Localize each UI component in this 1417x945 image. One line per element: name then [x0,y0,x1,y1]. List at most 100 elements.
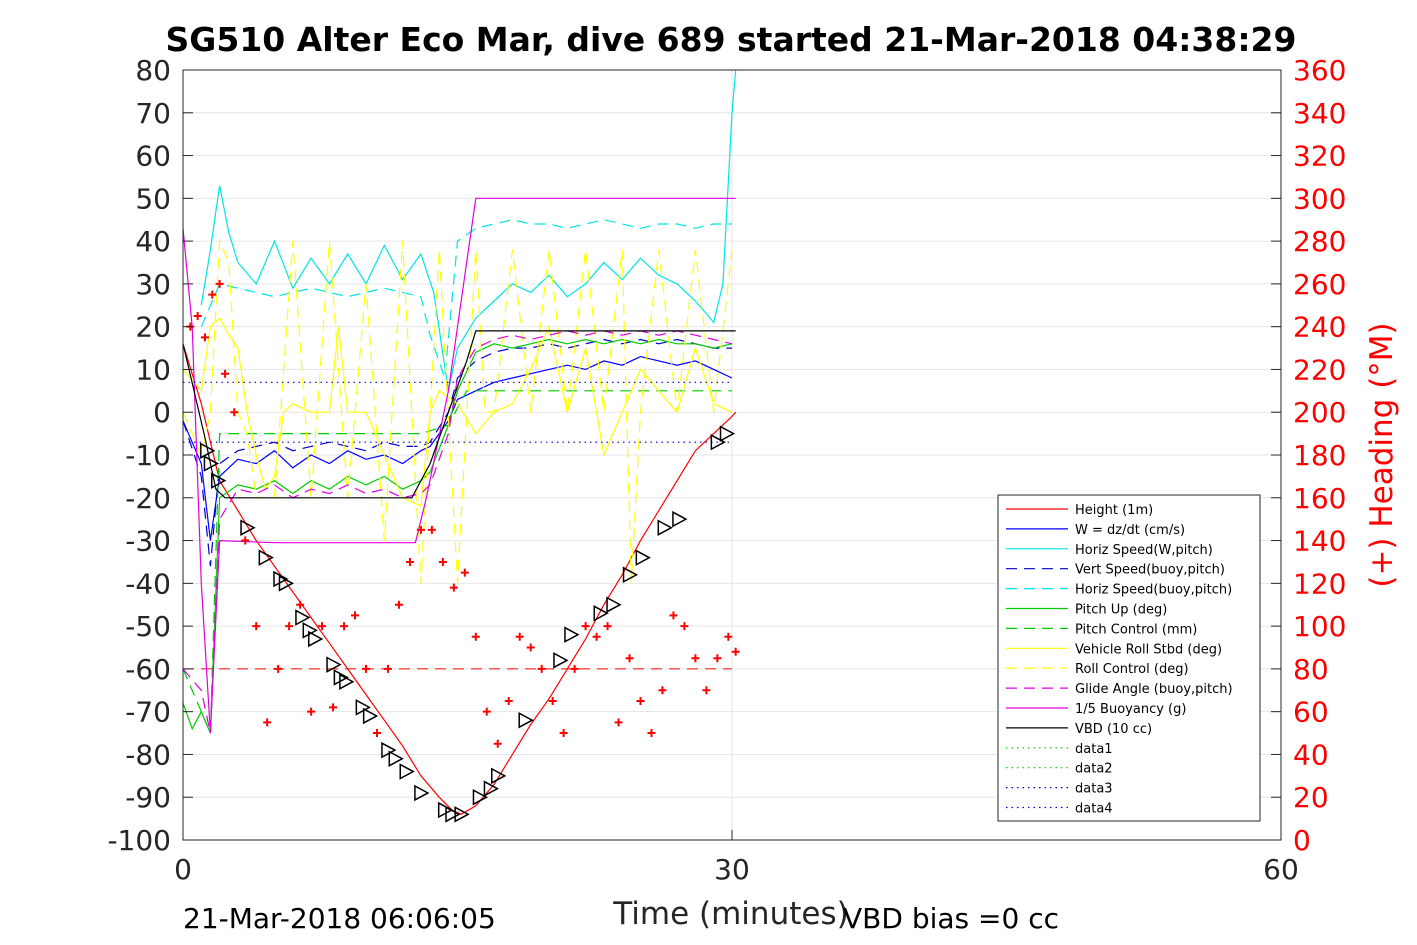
height-marker [399,763,415,780]
heading-point [416,525,425,534]
heading-point [221,369,230,378]
legend-label-7: Pitch Control (mm) [1075,622,1197,637]
heading-point [731,647,740,656]
heading-point [713,654,722,663]
height-marker [564,626,580,643]
heading-point [702,686,711,695]
heading-point [383,664,392,673]
heading-point [526,643,535,652]
height-marker [295,609,311,626]
height-markers [200,425,736,823]
heading-point [263,718,272,727]
heading-point [296,600,305,609]
x-tick-label: 0 [174,853,192,886]
height-marker [414,784,430,802]
footer-vbd-bias: VBD bias =0 cc [843,902,1059,935]
height-marker [339,673,355,690]
heading-point [482,707,491,716]
height-marker [719,425,736,442]
heading-point [252,622,261,631]
height-marker [388,750,404,767]
y-tick-label: -10 [125,439,171,472]
heading-point [340,622,349,631]
y-tick-label: 30 [135,268,171,301]
height-marker [381,741,397,759]
y2-tick-label: 260 [1293,268,1346,301]
heading-point [460,568,469,577]
height-marker [454,806,470,823]
x-axis-ticks: 0 30 60 [174,830,1299,886]
heading-point [471,632,480,641]
y-tick-label: -70 [125,696,171,729]
y-tick-label: 10 [135,353,171,386]
y2-tick-label: 180 [1293,439,1346,472]
heading-point [193,311,202,320]
series-line-11 [182,197,736,734]
x-tick-label: 30 [714,853,750,886]
y2-tick-label: 300 [1293,182,1346,215]
y2-tick-label: 0 [1293,824,1311,857]
series-line-2 [182,355,733,541]
height-marker [622,566,639,584]
heading-point [680,622,689,631]
heading-point [691,654,700,663]
y-tick-label: -100 [107,824,171,857]
legend-label-8: Vehicle Roll Stbd (deg) [1075,642,1222,657]
heading-point [658,686,667,695]
heading-point [307,707,316,716]
height-marker [211,472,227,489]
legend-label-4: Vert Speed(buoy,pitch) [1075,563,1225,578]
legend-label-16: data4 [1075,802,1113,817]
legend-label-12: VBD (10 cc) [1075,722,1152,737]
height-marker [672,510,688,528]
height-marker [710,433,726,451]
y-tick-label: -80 [125,738,171,771]
legend-label-11: 1/5 Buoyancy (g) [1075,702,1186,717]
heading-point [329,703,338,712]
height-marker [273,570,289,588]
heading-point [493,739,502,748]
y2-tick-label: 80 [1293,653,1329,686]
legend-label-5: Horiz Speed(buoy,pitch) [1075,583,1232,598]
height-marker [593,605,609,622]
heading-point [548,696,557,705]
y2-tick-label: 100 [1293,610,1346,643]
height-marker [302,622,318,639]
legend-label-15: data3 [1075,782,1113,797]
legend-label-6: Pitch Up (deg) [1075,603,1167,618]
height-marker [278,575,295,592]
chart-title: SG510 Alter Eco Mar, dive 689 started 21… [166,20,1297,59]
legend-label-9: Roll Control (deg) [1075,662,1189,677]
height-marker [200,442,216,459]
y-tick-label: 60 [135,140,171,173]
series-line-6 [182,338,733,734]
heading-point [241,536,250,545]
series-line-1 [182,343,737,815]
heading-point [636,696,645,705]
height-marker [308,630,324,648]
heading-point [351,611,360,620]
legend-label-3: Horiz Speed(W,pitch) [1075,543,1213,558]
y-tick-label: 70 [135,97,171,130]
y-tick-label: -50 [125,610,171,643]
series-lines [182,69,737,815]
heading-point [647,729,656,738]
y2-tick-label: 220 [1293,353,1346,386]
y-tick-label: 50 [135,182,171,215]
height-marker [362,707,379,725]
right-axis-ticks: 3603403203002802602402202001801601401201… [1271,54,1346,857]
y2-tick-label: 20 [1293,781,1329,814]
y2-tick-label: 200 [1293,396,1346,429]
height-marker [553,652,569,669]
height-marker [326,656,342,673]
series-line-3 [200,69,737,391]
y-tick-label: -30 [125,525,171,558]
heading-point [438,557,447,566]
legend-label-10: Glide Angle (buoy,pitch) [1075,682,1233,697]
legend: Height (1m) W = dz/dt (cm/s) Horiz Speed(W… [997,494,1261,822]
height-marker [635,549,651,566]
legend-label-14: data2 [1075,762,1113,777]
heading-point [285,622,294,631]
y2-axis-label: (+) Heading (°M) [1364,322,1400,587]
